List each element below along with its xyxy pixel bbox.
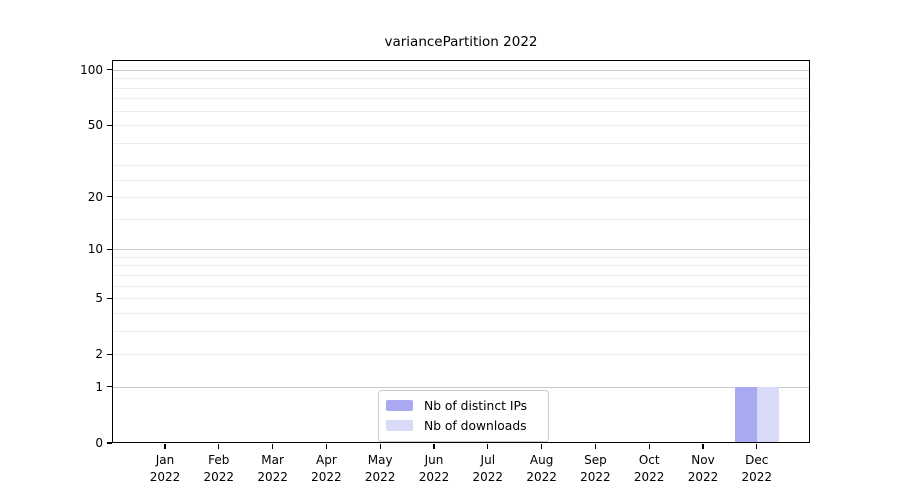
y-tick-label: 50 [87, 118, 103, 133]
y-tick-mark [107, 248, 112, 250]
x-tick-mark [756, 444, 758, 449]
x-tick-label: Jan 2022 [133, 452, 197, 485]
minor-gridline [112, 218, 810, 220]
y-tick-mark [107, 353, 112, 355]
y-tick-mark [107, 386, 112, 388]
x-tick-month: Sep [584, 453, 607, 467]
x-tick-month: Oct [638, 453, 660, 467]
plot-area [112, 60, 810, 443]
x-tick-label: May 2022 [348, 452, 412, 485]
minor-gridline [112, 274, 810, 276]
y-tick-label: 0 [95, 436, 103, 450]
x-tick-year: 2022 [418, 469, 450, 484]
x-tick-month: Nov [691, 453, 715, 467]
x-tick-mark [541, 444, 543, 449]
y-tick-label: 5 [95, 291, 103, 306]
x-tick-label: Sep 2022 [563, 452, 627, 485]
minor-gridline [112, 110, 810, 112]
x-tick-year: 2022 [526, 469, 557, 484]
x-tick-mark [164, 444, 166, 449]
x-tick-label: Apr 2022 [294, 452, 358, 485]
minor-gridline [112, 125, 810, 127]
x-tick-year: 2022 [203, 469, 235, 484]
x-tick-year: 2022 [633, 469, 665, 484]
y-tick-mark [107, 196, 112, 198]
minor-gridline [112, 179, 810, 181]
x-tick-month: Mar [261, 453, 284, 467]
x-tick-mark [433, 444, 435, 449]
legend-entry: Nb of downloads [386, 416, 539, 435]
minor-gridline [112, 256, 810, 258]
x-tick-month: Jan [155, 453, 175, 467]
minor-gridline [112, 78, 810, 80]
y-tick-mark [107, 442, 112, 444]
x-tick-year: 2022 [149, 469, 181, 484]
chart-title: variancePartition 2022 [384, 34, 538, 50]
legend-swatch [386, 400, 413, 411]
x-tick-month: Dec [745, 453, 769, 467]
x-tick-label: Jul 2022 [456, 452, 520, 485]
legend-label: Nb of distinct IPs [424, 398, 528, 413]
x-tick-mark [594, 444, 596, 449]
minor-gridline [112, 196, 810, 198]
minor-gridline [112, 98, 810, 100]
x-tick-mark [379, 444, 381, 449]
y-tick-mark [107, 69, 112, 71]
legend-swatch [386, 420, 413, 431]
x-tick-mark [218, 444, 220, 449]
x-tick-year: 2022 [364, 469, 396, 484]
minor-gridline [112, 285, 810, 287]
x-tick-mark [648, 444, 650, 449]
minor-gridline [112, 330, 810, 332]
x-tick-mark [487, 444, 489, 449]
x-tick-month: May [367, 453, 393, 467]
x-tick-year: 2022 [472, 469, 504, 484]
x-tick-mark [325, 444, 327, 449]
x-tick-label: Dec 2022 [725, 452, 789, 485]
bar-nb-of-distinct-ips [734, 386, 757, 443]
x-tick-label: Mar 2022 [241, 452, 305, 485]
minor-gridline [112, 354, 810, 356]
x-tick-year: 2022 [311, 469, 342, 484]
minor-gridline [112, 165, 810, 167]
bar-nb-of-downloads [756, 386, 779, 443]
x-tick-label: Oct 2022 [617, 452, 681, 485]
x-tick-year: 2022 [580, 469, 611, 484]
x-tick-month: Aug [529, 453, 554, 467]
y-tick-label: 20 [87, 189, 103, 204]
y-tick-mark [107, 297, 112, 299]
plot-border [112, 60, 810, 443]
y-tick-label: 100 [80, 62, 103, 77]
legend-label: Nb of downloads [424, 418, 527, 433]
major-gridline [112, 386, 810, 388]
y-tick-label: 10 [87, 242, 103, 257]
y-tick-mark [107, 124, 112, 126]
minor-gridline [112, 87, 810, 89]
x-tick-label: Feb 2022 [187, 452, 251, 485]
x-tick-label: Nov 2022 [671, 452, 735, 485]
y-tick-label: 2 [95, 347, 103, 362]
x-tick-month: Feb [208, 453, 230, 467]
x-tick-year: 2022 [687, 469, 719, 484]
x-tick-year: 2022 [257, 469, 288, 484]
minor-gridline [112, 312, 810, 314]
major-gridline [112, 69, 810, 71]
minor-gridline [112, 265, 810, 267]
minor-gridline [112, 142, 810, 144]
x-tick-mark [702, 444, 704, 449]
x-tick-year: 2022 [741, 469, 773, 484]
x-tick-month: Jun [424, 453, 444, 467]
legend: Nb of distinct IPs Nb of downloads [378, 390, 549, 442]
x-tick-month: Apr [316, 453, 337, 467]
x-tick-label: Aug 2022 [510, 452, 574, 485]
x-tick-label: Jun 2022 [402, 452, 466, 485]
legend-entry: Nb of distinct IPs [386, 396, 539, 415]
x-tick-mark [272, 444, 274, 449]
x-tick-month: Jul [480, 453, 496, 467]
minor-gridline [112, 298, 810, 300]
y-tick-label: 1 [95, 379, 103, 394]
major-gridline [112, 249, 810, 251]
